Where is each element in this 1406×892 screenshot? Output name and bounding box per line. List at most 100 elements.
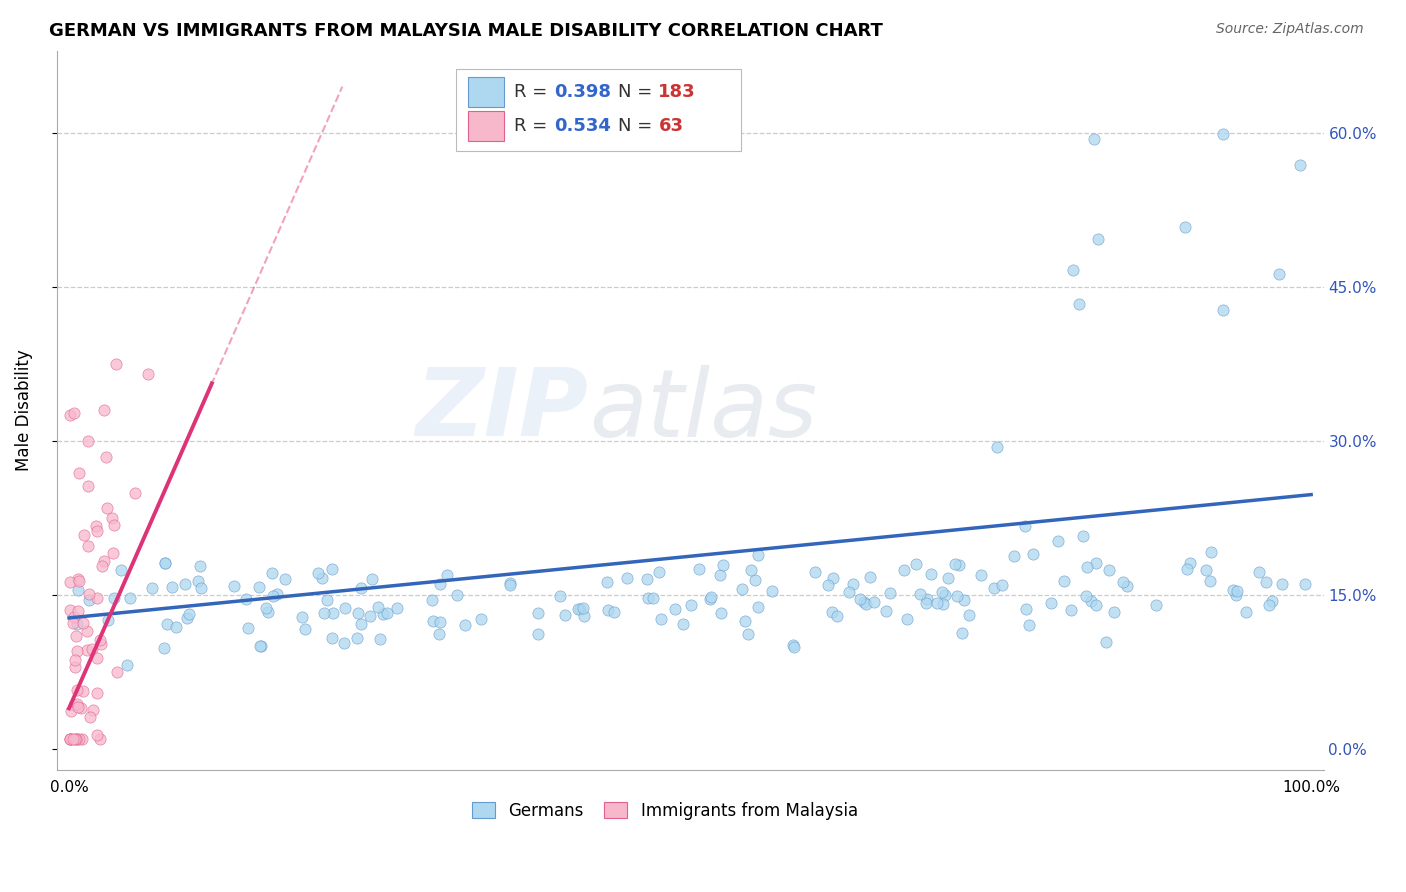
Point [1234,605,1257,619]
Point [76,434,98,449]
Point [679,598,702,612]
Point [1085,599,1108,613]
Point [103,518,125,533]
Point [1144,598,1167,612]
Point [1294,576,1316,591]
Point [249,640,271,654]
Point [291,610,314,624]
Point [1014,601,1036,615]
Point [855,597,877,611]
Point [879,586,901,600]
Point [63,609,86,624]
Point [1212,302,1234,317]
Point [1174,220,1197,235]
Point [311,571,333,585]
Point [59,732,82,747]
Point [76,624,98,638]
Point [554,608,576,623]
Point [740,564,762,578]
Point [67,574,90,589]
Point [247,581,270,595]
Point [429,576,451,591]
Point [1115,578,1137,592]
Point [136,367,159,381]
Point [93,403,115,417]
Point [499,578,522,592]
Point [367,599,389,614]
Text: Source: ZipAtlas.com: Source: ZipAtlas.com [1216,22,1364,37]
Point [950,626,973,640]
Point [747,549,769,563]
Point [446,588,468,602]
Point [82,703,104,717]
Point [1198,574,1220,589]
Point [190,581,212,595]
Point [70,732,93,747]
Point [1212,127,1234,141]
Point [86,591,108,605]
Point [1018,617,1040,632]
Point [155,557,177,571]
Point [166,620,188,634]
Point [927,596,949,610]
Point [66,732,89,747]
Point [89,732,111,747]
Point [260,566,283,581]
Point [731,582,754,597]
Point [67,572,90,586]
Point [359,609,381,624]
Point [66,683,89,698]
Point [1222,583,1244,598]
Point [672,617,695,632]
Point [737,626,759,640]
Point [72,684,94,698]
Bar [468,112,503,141]
Point [236,621,259,635]
Point [1261,594,1284,608]
Point [841,577,863,591]
Point [648,565,671,579]
Point [72,616,94,631]
Point [94,450,117,464]
Point [66,617,89,632]
Point [598,603,620,617]
Point [709,568,731,582]
Point [1071,528,1094,542]
Point [86,686,108,700]
Point [224,579,246,593]
Point [747,600,769,615]
Point [69,466,91,480]
Text: R =: R = [515,117,553,136]
Point [744,574,766,588]
Point [470,612,492,626]
Text: N =: N = [617,117,658,136]
Point [321,562,343,576]
Point [162,580,184,594]
Point [569,602,592,616]
Point [943,557,966,571]
Point [914,597,936,611]
Point [86,651,108,665]
Point [1076,559,1098,574]
Point [377,607,399,621]
Point [1111,575,1133,590]
Point [62,615,84,630]
Point [454,617,477,632]
Point [427,627,450,641]
Point [688,562,710,576]
Point [838,585,860,599]
Point [1095,635,1118,649]
Point [1178,556,1201,570]
Point [176,610,198,624]
Point [734,615,756,629]
Point [65,732,87,747]
Point [1288,158,1310,172]
Point [637,591,659,605]
Point [100,511,122,525]
Point [804,565,827,579]
Text: 63: 63 [658,117,683,136]
Point [63,698,86,712]
Point [1271,576,1294,591]
Point [96,500,118,515]
Point [84,519,107,533]
